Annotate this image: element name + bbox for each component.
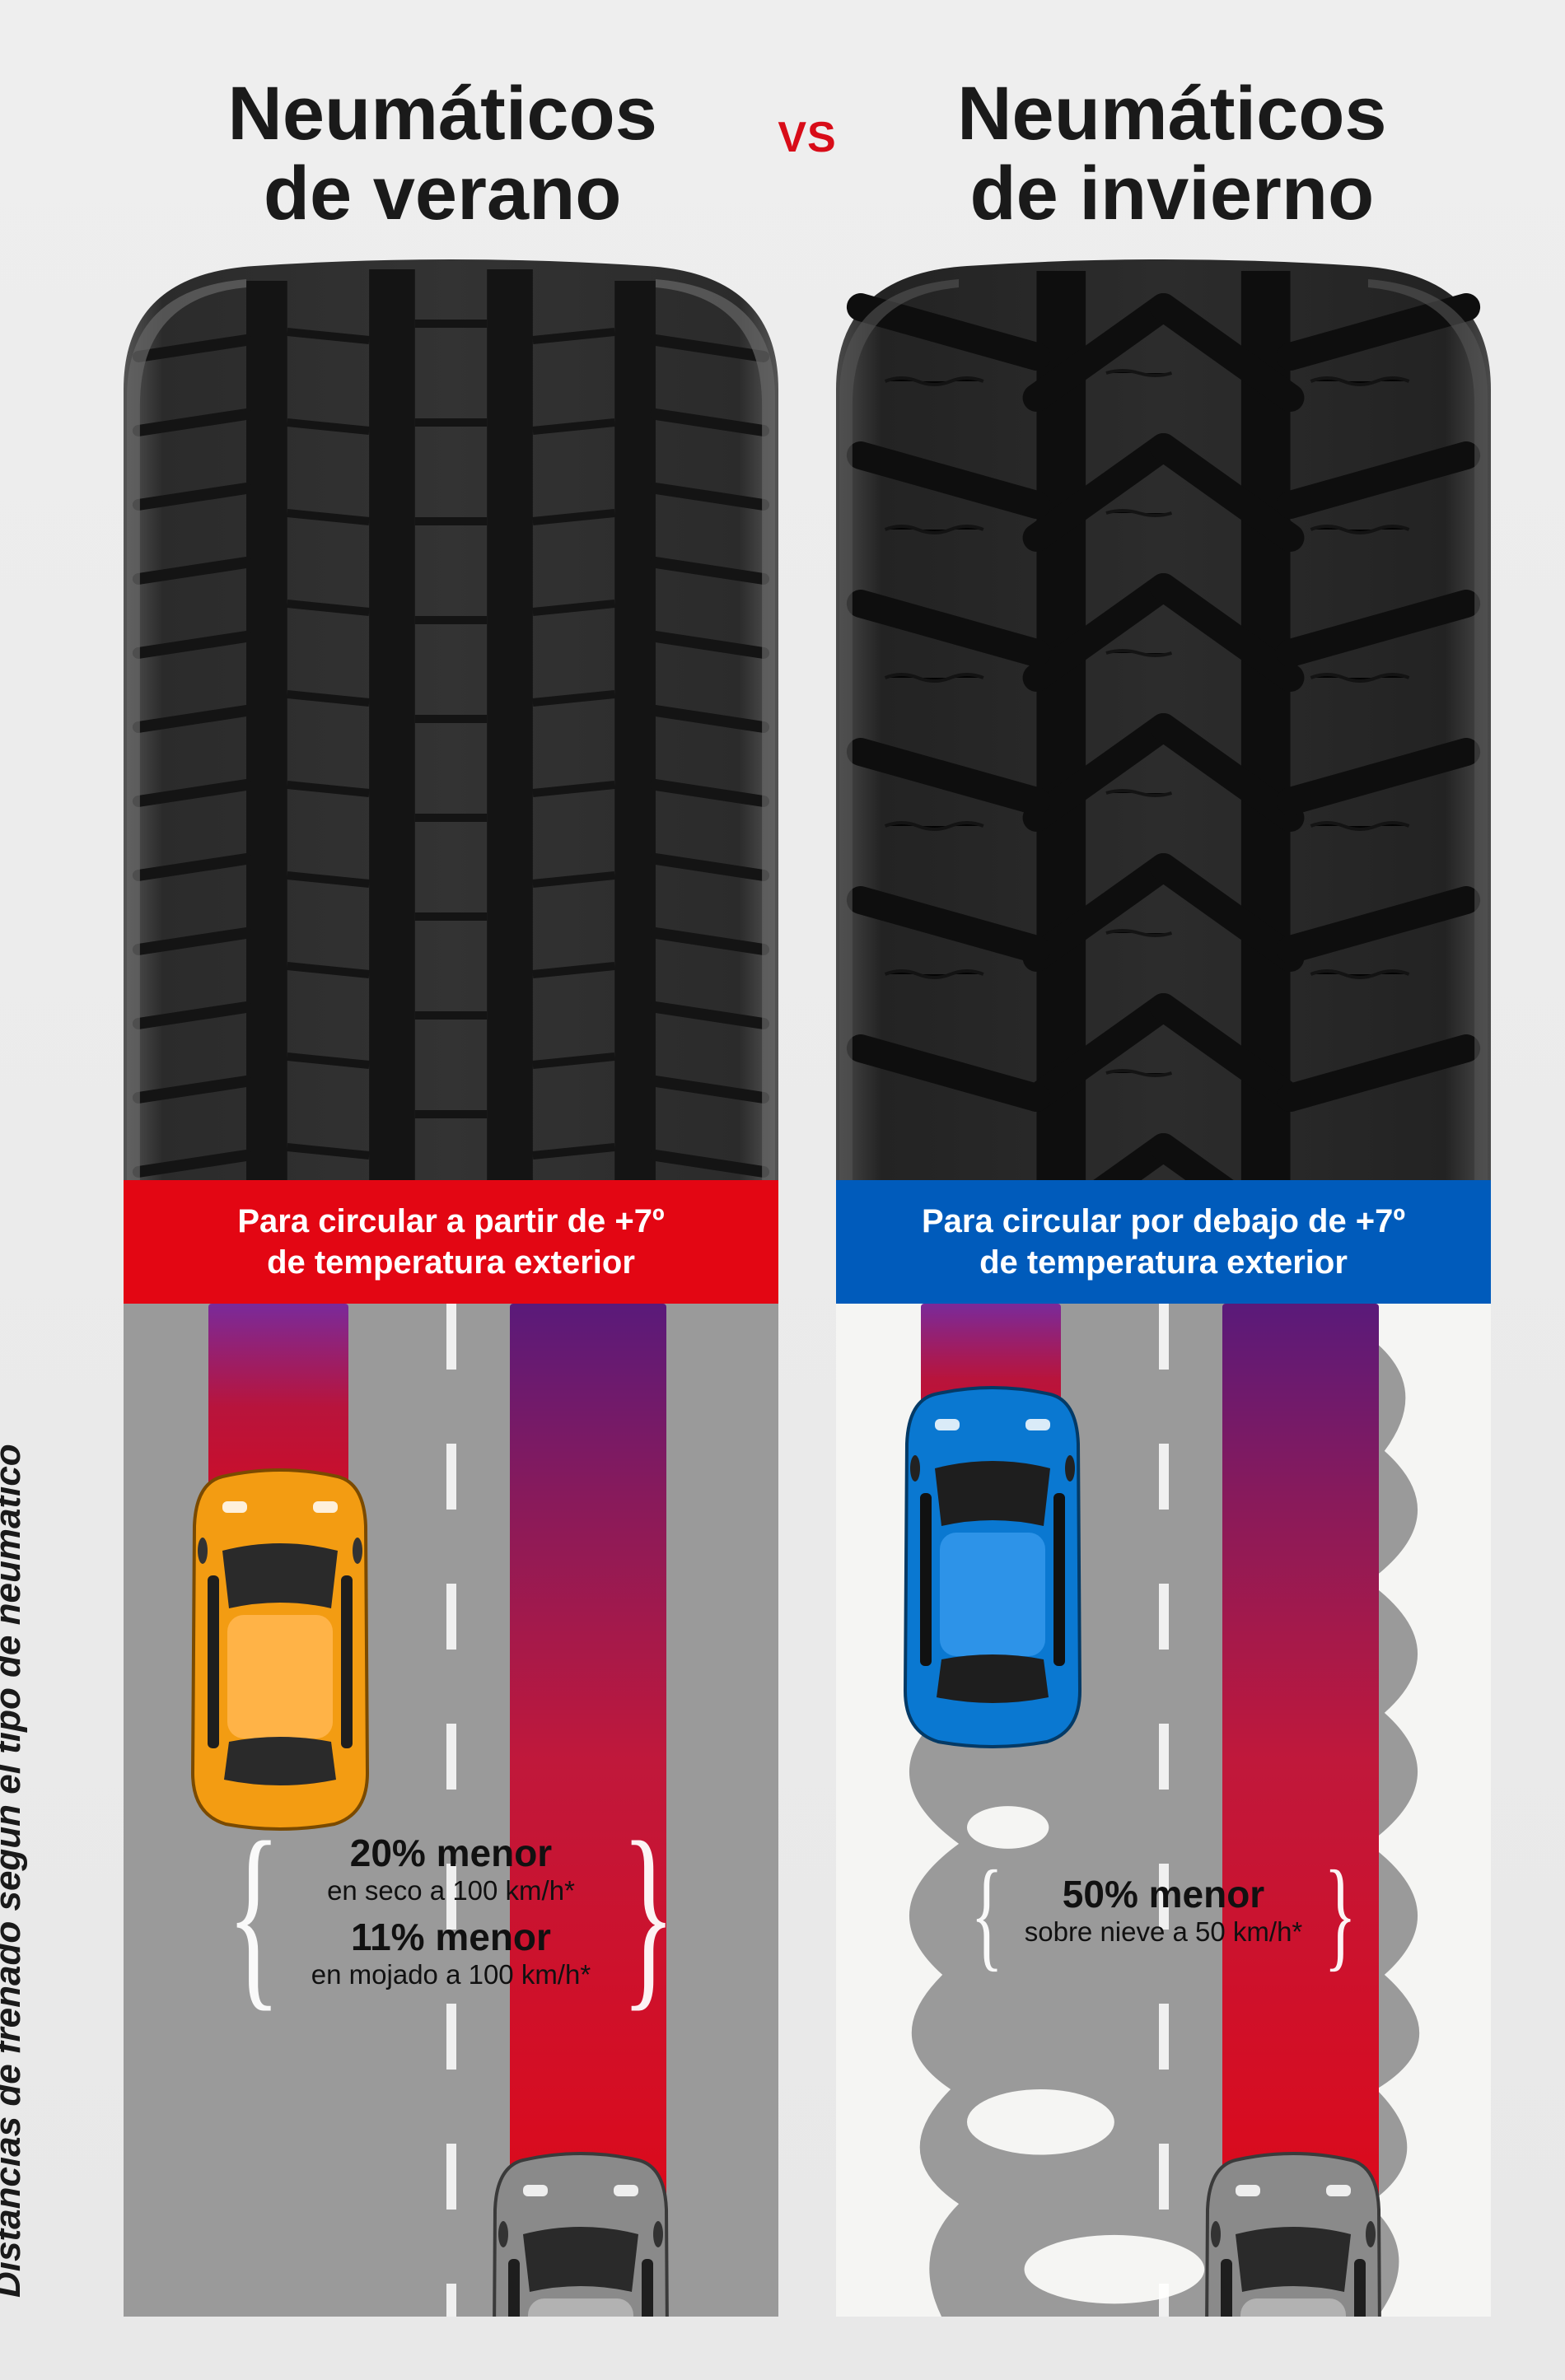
winter-callout: { 50% menor sobre nieve a 50 km/h* { xyxy=(882,1872,1446,1956)
winter-long-car-icon xyxy=(1203,2152,1384,2317)
summer-sub2: en mojado a 100 km/h* xyxy=(311,1959,591,1990)
brace-left-icon: { xyxy=(970,1877,1003,1951)
summer-scene: { 20% menor en seco a 100 km/h* 11% meno… xyxy=(124,1304,778,2317)
winter-banner: Para circular por debajo de +7º de tempe… xyxy=(836,1180,1491,1304)
header: Neumáticos de verano VS Neumáticos de in… xyxy=(140,74,1474,233)
winter-scene: { 50% menor sobre nieve a 50 km/h* { xyxy=(836,1304,1491,2317)
summer-sub1: en seco a 100 km/h* xyxy=(311,1875,591,1906)
winter-short-car-icon xyxy=(902,1386,1083,1748)
brace-left-icon: { xyxy=(227,1853,281,1976)
side-label: Distancias de frenado según el tipo de n… xyxy=(0,1444,29,2298)
summer-short-car-icon xyxy=(189,1468,371,1831)
summer-pct2: 11% menor xyxy=(311,1915,591,1959)
summer-callout: { 20% menor en seco a 100 km/h* 11% meno… xyxy=(170,1831,733,1999)
title-winter: Neumáticos de invierno xyxy=(870,74,1474,233)
title-summer: Neumáticos de verano xyxy=(140,74,745,233)
winter-column: Para circular por debajo de +7º de tempe… xyxy=(836,258,1491,2317)
winter-pct1: 50% menor xyxy=(1025,1872,1303,1916)
winter-sub1: sobre nieve a 50 km/h* xyxy=(1025,1916,1303,1948)
summer-banner: Para circular a partir de +7º de tempera… xyxy=(124,1180,778,1304)
winter-tire-illustration xyxy=(836,258,1491,1180)
summer-tire-illustration xyxy=(124,258,778,1180)
summer-pct1: 20% menor xyxy=(311,1831,591,1875)
vs-label: VS xyxy=(778,113,836,162)
summer-long-car-icon xyxy=(490,2152,671,2317)
brace-right-icon: { xyxy=(1324,1877,1357,1951)
summer-column: Para circular a partir de +7º de tempera… xyxy=(124,258,778,2317)
comparison-columns: Para circular a partir de +7º de tempera… xyxy=(124,258,1491,2317)
brace-right-icon: { xyxy=(621,1853,675,1976)
